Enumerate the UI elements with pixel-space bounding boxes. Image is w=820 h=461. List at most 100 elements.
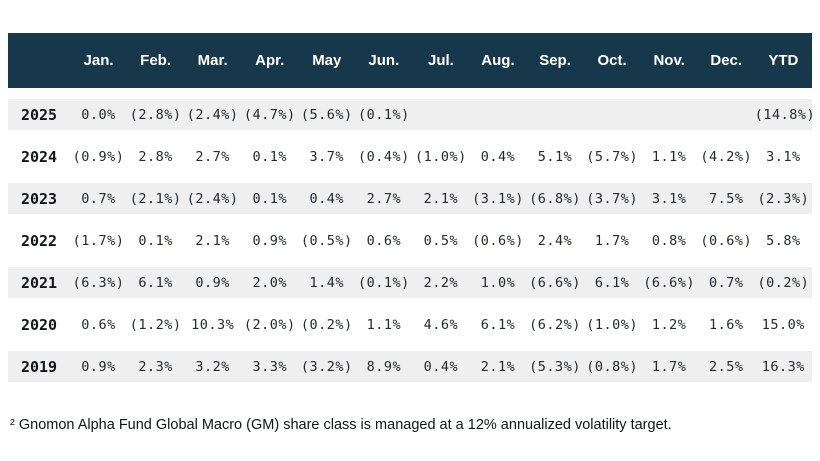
table-row: 2021 (6.3%) 6.1% 0.9% 2.0% 1.4% (0.1%) 2.2% 1.0%… xyxy=(8,267,812,298)
column-header-jan: Jan. xyxy=(70,33,128,88)
return-value-cell: 2.1% xyxy=(195,232,230,249)
return-value-cell: (1.0%) xyxy=(586,316,638,333)
return-value-cell: 4.6% xyxy=(423,316,459,333)
return-value-cell xyxy=(583,99,641,130)
return-value-cell: 7.5% xyxy=(697,183,755,214)
column-header-nov: Nov. xyxy=(640,33,698,88)
column-header-ytd: YTD xyxy=(754,33,812,88)
return-value-cell: (3.1%) xyxy=(469,183,527,214)
return-value-cell: 2.1% xyxy=(412,183,470,214)
return-value-cell: (1.7%) xyxy=(72,232,125,249)
return-value-cell: 0.0% xyxy=(70,99,128,130)
return-value-cell: 1.6% xyxy=(708,316,744,333)
return-value-cell: (14.8%) xyxy=(754,99,815,130)
return-value-cell: 0.9% xyxy=(252,232,287,249)
return-value-cell: (5.3%) xyxy=(526,351,584,382)
year-label: 2019 xyxy=(8,351,70,382)
return-value-cell: (0.4%) xyxy=(357,148,410,165)
return-value-cell: (0.2%) xyxy=(300,316,353,333)
return-value-cell xyxy=(469,99,527,130)
return-value-cell: 15.0% xyxy=(761,316,805,333)
return-value-cell: 5.8% xyxy=(766,232,801,249)
return-value-cell: (2.4%) xyxy=(184,183,242,214)
return-value-cell: 1.1% xyxy=(651,148,687,165)
return-value-cell: 2.0% xyxy=(241,267,299,298)
return-value-cell: (6.2%) xyxy=(529,316,581,333)
return-value-cell: (0.6%) xyxy=(700,232,753,249)
return-value-cell: 0.9% xyxy=(184,267,242,298)
return-value-cell: 0.5% xyxy=(423,232,459,249)
return-value-cell: (0.9%) xyxy=(72,148,125,165)
return-value-cell: (1.2%) xyxy=(129,316,182,333)
return-value-cell: 0.1% xyxy=(241,183,299,214)
table-row: 2022 (1.7%) 0.1% 2.1% 0.9% (0.5%) 0.6% 0.5% (0.6… xyxy=(8,225,812,256)
return-value-cell: 0.6% xyxy=(366,232,402,249)
return-value-cell: 0.8% xyxy=(651,232,687,249)
column-header-mar: Mar. xyxy=(184,33,242,88)
year-label: 2020 xyxy=(20,315,58,334)
return-value-cell: 2.5% xyxy=(697,351,755,382)
table-row: 2024 (0.9%) 2.8% 2.7% 0.1% 3.7% (0.4%) (1.0%) 0.… xyxy=(8,141,812,172)
year-label: 2023 xyxy=(8,183,70,214)
column-header-apr: Apr. xyxy=(241,33,299,88)
return-value-cell: 16.3% xyxy=(754,351,812,382)
return-value-cell: 8.9% xyxy=(355,351,413,382)
column-header-feb: Feb. xyxy=(127,33,185,88)
year-label: 2024 xyxy=(20,147,58,166)
return-value-cell: 0.1% xyxy=(138,232,173,249)
return-value-cell: 0.7% xyxy=(70,183,128,214)
year-label: 2025 xyxy=(8,99,70,130)
table-body: 2025 0.0% (2.8%) (2.4%) (4.7%) (5.6%) (0.1%) (1… xyxy=(8,99,815,382)
return-value-cell: 6.1% xyxy=(480,316,516,333)
return-value-cell: 1.0% xyxy=(469,267,527,298)
return-value-cell: 6.1% xyxy=(583,267,641,298)
table-row: 2019 0.9% 2.3% 3.2% 3.3% (3.2%) 8.9% 0.4% 2.1% (5… xyxy=(8,351,812,382)
return-value-cell: (2.4%) xyxy=(184,99,242,130)
return-value-cell: (0.2%) xyxy=(754,267,812,298)
corner-cell xyxy=(8,33,70,88)
return-value-cell: 10.3% xyxy=(191,316,235,333)
return-value-cell: 0.7% xyxy=(697,267,755,298)
return-value-cell: (3.2%) xyxy=(298,351,356,382)
return-value-cell: 1.2% xyxy=(651,316,687,333)
return-value-cell: 1.7% xyxy=(594,232,630,249)
return-value-cell: 3.2% xyxy=(184,351,242,382)
table-row: 2020 0.6% (1.2%) 10.3% (2.0%) (0.2%) 1.1% 4.6% 6… xyxy=(8,309,812,340)
return-value-cell: 0.6% xyxy=(81,316,116,333)
return-value-cell: (0.8%) xyxy=(583,351,641,382)
return-value-cell: (3.7%) xyxy=(583,183,641,214)
return-value-cell: (0.1%) xyxy=(355,99,413,130)
monthly-returns-table: Jan. Feb. Mar. Apr. May Jun. Jul. Aug. Sep. Oct. N… xyxy=(8,22,815,393)
return-value-cell: 2.4% xyxy=(537,232,573,249)
table-row: 2025 0.0% (2.8%) (2.4%) (4.7%) (5.6%) (0.1%) (1… xyxy=(8,99,815,130)
return-value-cell: 2.1% xyxy=(469,351,527,382)
return-value-cell: (0.1%) xyxy=(355,267,413,298)
return-value-cell: (4.7%) xyxy=(241,99,299,130)
return-value-cell: 2.2% xyxy=(412,267,470,298)
return-value-cell: 0.4% xyxy=(412,351,470,382)
return-value-cell: (6.6%) xyxy=(526,267,584,298)
return-value-cell: (6.3%) xyxy=(70,267,128,298)
return-value-cell: 3.1% xyxy=(766,148,801,165)
return-value-cell: 1.1% xyxy=(366,316,402,333)
return-value-cell: 1.4% xyxy=(298,267,356,298)
return-value-cell: 3.3% xyxy=(241,351,299,382)
table-row: 2023 0.7% (2.1%) (2.4%) 0.1% 0.4% 2.7% 2.1% (3.1… xyxy=(8,183,812,214)
table-header: Jan. Feb. Mar. Apr. May Jun. Jul. Aug. Sep. Oct. N… xyxy=(8,33,812,88)
return-value-cell xyxy=(640,99,698,130)
return-value-cell: (4.2%) xyxy=(700,148,753,165)
column-header-oct: Oct. xyxy=(583,33,641,88)
return-value-cell: 0.4% xyxy=(298,183,356,214)
return-value-cell: (2.0%) xyxy=(243,316,296,333)
return-value-cell: (5.6%) xyxy=(298,99,356,130)
return-value-cell: 2.8% xyxy=(138,148,173,165)
return-value-cell: 2.3% xyxy=(127,351,185,382)
return-value-cell xyxy=(697,99,755,130)
return-value-cell: (1.0%) xyxy=(415,148,467,165)
return-value-cell: (5.7%) xyxy=(586,148,638,165)
return-value-cell: (2.8%) xyxy=(127,99,185,130)
return-value-cell: 0.9% xyxy=(70,351,128,382)
return-value-cell: 3.1% xyxy=(640,183,698,214)
return-value-cell: (2.1%) xyxy=(127,183,185,214)
return-value-cell: 2.7% xyxy=(195,148,230,165)
